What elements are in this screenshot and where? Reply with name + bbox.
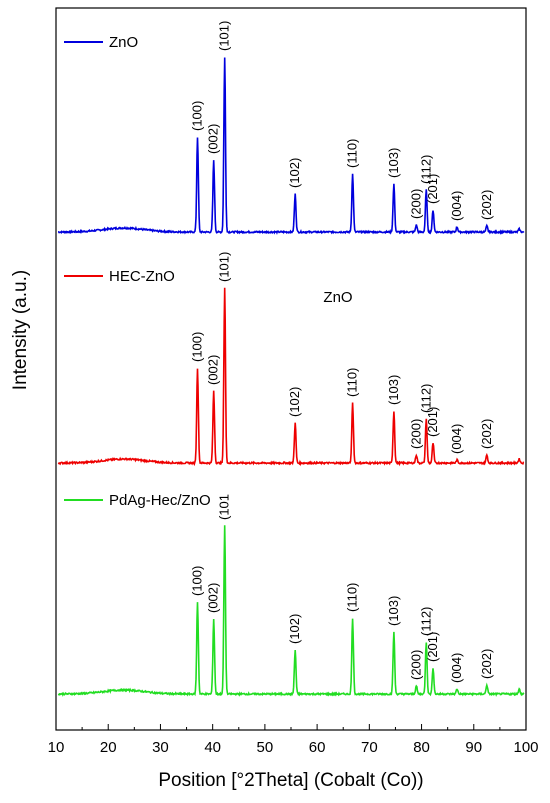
peak-label: (110): [345, 368, 360, 397]
annotation-zno: ZnO: [323, 289, 352, 306]
y-axis-title: Intensity (a.u.): [10, 270, 31, 390]
series-line-1: [57, 287, 525, 467]
peak-label: (110): [345, 139, 360, 168]
peak-label: (004): [449, 424, 464, 454]
peak-label: (002): [206, 583, 221, 613]
peak-label: (112): [418, 155, 433, 184]
peak-label: (101): [217, 21, 232, 51]
peak-label: (004): [449, 653, 464, 683]
peak-label: (200): [408, 650, 423, 680]
peak-label: (202): [479, 649, 494, 679]
peak-label: (100): [190, 332, 205, 362]
peak-label: (100): [190, 101, 205, 131]
x-tick-label: 60: [309, 739, 326, 756]
legend-entry: ZnO: [109, 34, 138, 51]
peak-label: (002): [206, 355, 221, 385]
peak-labels-layer: (100)(002)(101)(102)(110) (103)(200)(112)…: [190, 21, 494, 683]
x-tick-label: 50: [257, 739, 274, 756]
peak-label: (103): [386, 375, 401, 405]
x-tick-label: 90: [465, 739, 482, 756]
peak-label: (002): [206, 124, 221, 154]
peak-label: (004): [449, 191, 464, 221]
peak-label: (102): [287, 158, 302, 188]
x-axis-ticks: 10 20 30 40 50 60 70 80 90 100: [48, 724, 539, 756]
peak-label: (102): [287, 614, 302, 644]
peak-label: (202): [479, 190, 494, 220]
peak-label: (201): [425, 632, 440, 662]
peak-label: (112): [418, 607, 433, 636]
series-layer: [57, 57, 525, 697]
peak-label: (100): [190, 566, 205, 596]
peak-label: (102): [287, 387, 302, 417]
legend-layer: ZnO HEC-ZnO PdAg-Hec/ZnO: [64, 34, 211, 509]
x-tick-label: 100: [513, 739, 538, 756]
x-tick-label: 20: [100, 739, 117, 756]
x-tick-label: 70: [361, 739, 378, 756]
peak-label: (112): [418, 384, 433, 413]
peak-label: (200): [408, 419, 423, 449]
peak-label: (101: [217, 494, 232, 520]
x-tick-label: 30: [152, 739, 169, 756]
legend-entry: HEC-ZnO: [109, 268, 175, 285]
x-tick-label: 40: [204, 739, 221, 756]
peak-label: (110): [345, 583, 360, 612]
peak-label: (103): [386, 148, 401, 178]
peak-label: (103): [386, 596, 401, 626]
legend-entry: PdAg-Hec/ZnO: [109, 492, 211, 509]
peak-label: (200): [408, 189, 423, 219]
x-tick-label: 10: [48, 739, 65, 756]
x-tick-label: 80: [413, 739, 430, 756]
peak-label: (202): [479, 419, 494, 449]
series-line-0: [57, 57, 525, 235]
peak-label: (201): [425, 407, 440, 437]
peak-label: (101): [217, 252, 232, 282]
series-line-2: [57, 525, 525, 697]
peak-label: (201): [425, 174, 440, 204]
x-axis-title: Position [°2Theta] (Cobalt (Co)): [158, 770, 423, 791]
